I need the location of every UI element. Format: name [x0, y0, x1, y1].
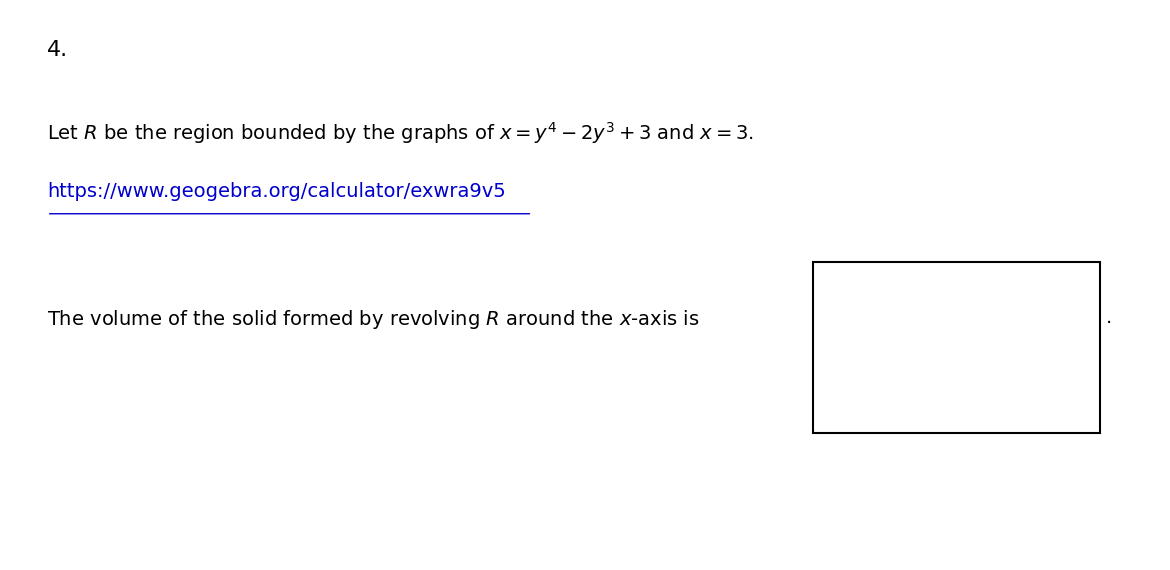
Text: Let $R$ be the region bounded by the graphs of $x = y^4 - 2y^3 + 3$ and $x = 3$.: Let $R$ be the region bounded by the gra…	[47, 120, 753, 145]
Text: The volume of the solid formed by revolving $R$ around the $x$-axis is: The volume of the solid formed by revolv…	[47, 308, 700, 331]
Text: .: .	[1106, 308, 1111, 327]
Bar	[813, 262, 1100, 433]
Text: 4.: 4.	[47, 40, 68, 60]
Text: https://www.geogebra.org/calculator/exwra9v5: https://www.geogebra.org/calculator/exwr…	[47, 182, 505, 201]
